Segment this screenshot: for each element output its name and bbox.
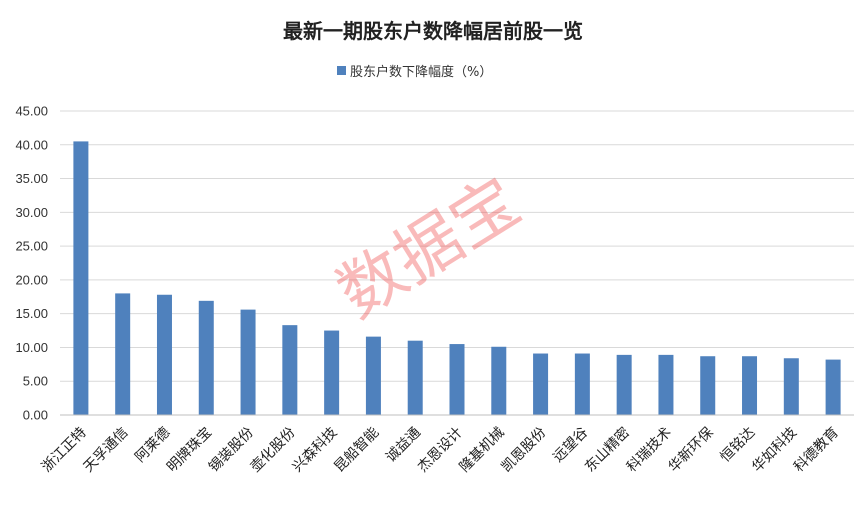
watermark-text: 数据宝 bbox=[324, 163, 533, 333]
bar bbox=[700, 356, 716, 415]
y-tick-label: 15.00 bbox=[15, 306, 48, 321]
y-tick-label: 40.00 bbox=[15, 137, 48, 152]
bar bbox=[491, 346, 507, 415]
bar bbox=[365, 336, 381, 415]
y-tick-label: 30.00 bbox=[15, 205, 48, 220]
y-tick-label: 0.00 bbox=[23, 408, 48, 423]
bar bbox=[198, 300, 214, 415]
bar bbox=[73, 141, 89, 415]
bar bbox=[282, 325, 298, 415]
x-category-label: 昆船智能 bbox=[331, 425, 382, 476]
legend: 股东户数下降幅度（%） bbox=[337, 64, 492, 80]
x-category-label: 科德教育 bbox=[791, 425, 842, 476]
bars bbox=[73, 141, 841, 415]
bar bbox=[825, 359, 841, 415]
bar bbox=[742, 356, 758, 415]
x-category-label: 科瑞技术 bbox=[624, 425, 675, 476]
x-category-label: 远望谷 bbox=[550, 425, 591, 466]
bar bbox=[449, 344, 465, 415]
y-tick-label: 20.00 bbox=[15, 272, 48, 287]
x-category-label: 隆基机械 bbox=[456, 424, 508, 476]
y-tick-label: 25.00 bbox=[15, 239, 48, 254]
bar bbox=[156, 294, 172, 415]
chart-title: 最新一期股东户数降幅居前股一览 bbox=[283, 19, 583, 43]
bar bbox=[783, 358, 799, 415]
x-category-label: 锡装股份 bbox=[206, 425, 257, 476]
bar bbox=[616, 354, 632, 415]
x-category-label: 明牌珠宝 bbox=[163, 424, 215, 476]
x-category-label: 阿莱德 bbox=[132, 425, 173, 466]
y-tick-label: 45.00 bbox=[15, 104, 48, 119]
x-category-label: 东山精密 bbox=[581, 424, 633, 476]
x-category-label: 华新环保 bbox=[666, 425, 717, 476]
bar bbox=[240, 309, 256, 415]
y-tick-label: 35.00 bbox=[15, 171, 48, 186]
y-axis-tick-labels: 0.00 5.00 10.00 15.00 20.00 25.00 30.00 35.00 40… bbox=[15, 104, 48, 423]
gridlines bbox=[60, 110, 854, 382]
bar bbox=[407, 340, 423, 415]
y-tick-label: 10.00 bbox=[15, 340, 48, 355]
bar bbox=[324, 330, 340, 415]
x-category-label: 华如科技 bbox=[749, 425, 800, 476]
x-category-label: 杰恩设计 bbox=[415, 425, 466, 476]
x-category-label: 诚益通 bbox=[383, 425, 424, 466]
bar bbox=[115, 293, 131, 415]
x-category-label: 天孚通信 bbox=[81, 425, 132, 476]
bar bbox=[658, 354, 674, 415]
x-category-label: 壶化股份 bbox=[248, 425, 299, 476]
x-category-label: 浙江正特 bbox=[39, 425, 90, 476]
x-category-label: 兴森科技 bbox=[290, 425, 341, 476]
bar bbox=[574, 353, 590, 415]
legend-label: 股东户数下降幅度（%） bbox=[350, 64, 492, 80]
bar bbox=[533, 353, 549, 415]
legend-swatch bbox=[337, 66, 346, 75]
y-tick-label: 5.00 bbox=[23, 374, 48, 389]
x-category-label: 恒铭达 bbox=[717, 425, 758, 466]
x-category-label: 凯恩股份 bbox=[498, 425, 549, 476]
